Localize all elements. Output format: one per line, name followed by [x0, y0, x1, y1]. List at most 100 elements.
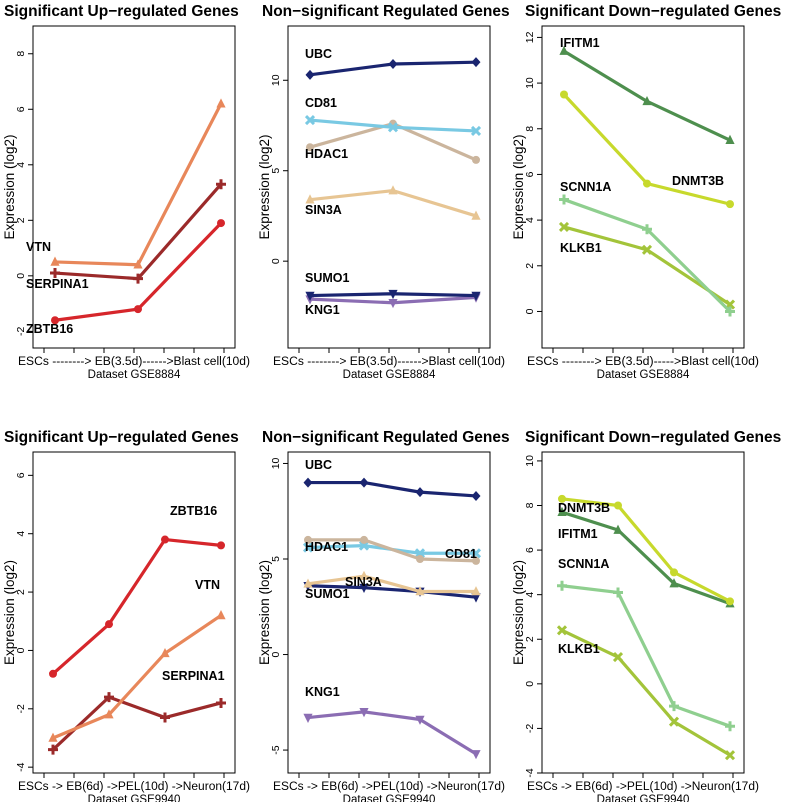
y-axis-label: Expression (log2): [257, 134, 272, 239]
series-label-zbtb16: ZBTB16: [26, 322, 73, 336]
chart-panel: Significant Down−regulated Genes 10 8 6 4 2 0 -…: [511, 429, 781, 802]
series-line-serpina1: [51, 695, 222, 751]
data-point-klkb1: [724, 750, 736, 761]
data-point-kng1: [359, 708, 369, 718]
series-line-ubc: [308, 480, 477, 498]
series-line-sin3a: [307, 574, 476, 594]
y-axis-label: Expression (log2): [511, 134, 526, 239]
y-tick-label: 2: [524, 263, 536, 269]
series-line-ifitm1: [563, 49, 731, 142]
data-point-ubc: [303, 477, 313, 488]
data-point-vtn: [104, 709, 114, 719]
data-point-scnn1a: [669, 701, 679, 712]
y-tick-label: 0: [524, 681, 536, 687]
series-label-sin3a: SIN3A: [305, 203, 342, 217]
series-line-scnn1a: [563, 198, 732, 313]
chart-panel: Non−significant Regulated Genes 10 5 0 Expre…: [257, 3, 510, 381]
data-point-cd81: [470, 125, 482, 136]
y-tick-label: 10: [270, 74, 282, 86]
y-tick-label: -4: [15, 762, 27, 771]
y-tick-label: 4: [524, 217, 536, 223]
data-point-dnmt3b: [726, 597, 734, 606]
series-label-ubc: UBC: [305, 458, 332, 472]
x-axis-label: ESCs --------> EB(3.5d)------>Blast cell…: [273, 356, 505, 368]
series-label-serpina1: SERPINA1: [26, 277, 89, 291]
data-point-klkb1: [558, 221, 570, 233]
series-label-sin3a: SIN3A: [345, 575, 382, 589]
data-point-klkb1: [668, 716, 680, 727]
data-point-ifitm1: [725, 134, 735, 144]
data-point-sumo1: [388, 289, 398, 300]
data-point-ifitm1: [669, 578, 679, 588]
dataset-label: Dataset GSE8884: [597, 369, 690, 381]
data-point-sin3a: [415, 586, 425, 596]
series-line-klkb1: [563, 225, 731, 306]
data-point-kng1: [388, 298, 398, 309]
data-point-ubc: [471, 490, 481, 501]
series-line-hdac1: [308, 538, 477, 563]
y-tick-label: 2: [15, 589, 27, 595]
y-tick-label: 4: [15, 162, 27, 168]
chart-title: Significant Down−regulated Genes: [525, 429, 781, 446]
data-point-vtn: [216, 98, 226, 108]
series-label-cd81: CD81: [305, 96, 337, 110]
y-tick-label: 12: [524, 31, 536, 43]
series-line-vtn: [52, 614, 222, 740]
y-tick-label: 0: [15, 647, 27, 653]
data-point-zbtb16: [134, 305, 142, 314]
data-point-zbtb16: [105, 620, 113, 629]
data-point-kng1: [415, 715, 425, 725]
y-tick-label: 10: [524, 77, 536, 89]
series-label-serpina1: SERPINA1: [162, 669, 225, 683]
series-label-hdac1: HDAC1: [305, 540, 348, 554]
y-axis-label: Expression (log2): [511, 560, 526, 665]
data-point-cd81: [387, 122, 399, 133]
series-label-sumo1: SUMO1: [305, 271, 350, 285]
y-tick-label: 10: [524, 455, 536, 467]
data-point-serpina1: [216, 697, 226, 708]
series-label-ifitm1: IFITM1: [560, 36, 600, 50]
series-line-zbtb16: [51, 537, 222, 675]
y-tick-label: 10: [270, 457, 282, 469]
data-point-cd81: [302, 542, 314, 553]
y-tick-label: -5: [270, 745, 282, 754]
y-tick-label: 8: [15, 51, 27, 57]
data-point-ifitm1: [557, 506, 567, 516]
data-point-ifitm1: [613, 524, 623, 534]
y-tick-label: 6: [524, 171, 536, 177]
data-point-serpina1: [133, 273, 143, 284]
series-line-scnn1a: [561, 584, 731, 728]
data-point-vtn: [160, 647, 170, 658]
data-point-sin3a: [303, 578, 313, 588]
data-point-sumo1: [305, 291, 315, 301]
data-point-sumo1: [471, 593, 481, 603]
series-label-ubc: UBC: [305, 47, 332, 61]
data-point-serpina1: [104, 692, 114, 703]
data-point-scnn1a: [557, 580, 567, 591]
data-point-hdac1: [472, 155, 480, 164]
data-point-klkb1: [641, 244, 653, 255]
chart-panel: Non−significant Regulated Genes 10 5 0 -5 Exp…: [257, 429, 510, 802]
y-axis-label: Expression (log2): [2, 560, 17, 665]
data-point-zbtb16: [49, 669, 57, 678]
x-axis-label: ESCs --------> EB(3.5d)------>Blast cell…: [18, 356, 250, 368]
series-label-scnn1a: SCNN1A: [558, 557, 609, 571]
y-tick-label: -2: [15, 327, 27, 336]
data-point-vtn: [50, 256, 60, 266]
data-point-dnmt3b: [560, 90, 568, 99]
data-point-sin3a: [471, 210, 481, 220]
data-point-vtn: [133, 259, 143, 269]
data-point-hdac1: [360, 535, 368, 544]
data-point-dnmt3b: [558, 494, 566, 503]
data-point-kng1: [303, 713, 313, 723]
series-label-cd81: CD81: [445, 547, 477, 561]
y-tick-label: 4: [15, 531, 27, 537]
x-axis-label: ESCs -> EB(6d) ->PEL(10d) ->Neuron(17d): [18, 781, 250, 793]
y-tick-label: 6: [524, 547, 536, 553]
data-point-cd81: [304, 115, 316, 126]
series-label-sumo1: SUMO1: [305, 587, 350, 601]
data-point-scnn1a: [725, 721, 735, 732]
data-point-serpina1: [160, 712, 170, 723]
data-point-ifitm1: [559, 45, 569, 55]
data-point-dnmt3b: [670, 568, 678, 577]
